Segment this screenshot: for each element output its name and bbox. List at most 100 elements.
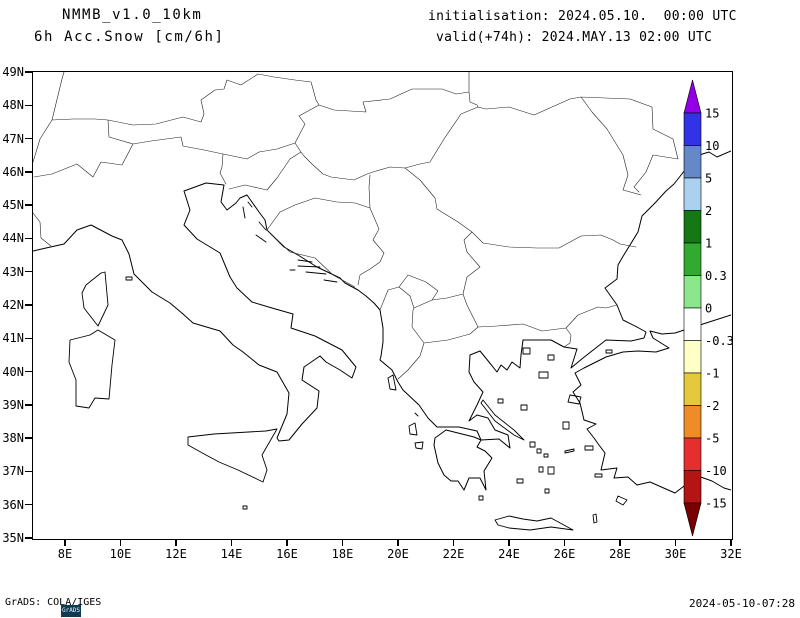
lon-tick-label: 14E [220,547,243,561]
colorbar-segment [683,112,702,146]
lon-tick [397,539,399,546]
lat-tick [25,470,32,473]
colorbar-label: 2 [705,204,712,218]
island-crete [494,515,574,531]
islands-adriatic [242,201,338,283]
lat-tick [25,337,32,340]
lon-tick [508,539,510,546]
lat-tick-label: 47N [2,131,24,146]
lon-tick-label: 16E [276,547,298,561]
lat-tick-label: 46N [2,164,24,179]
lat-tick [25,437,32,439]
colorbar-label: 5 [705,172,712,186]
lon-tick-label: 22E [442,547,465,561]
colorbar-segment [683,210,702,244]
lat-tick-label: 39N [2,397,24,412]
colorbar-segment [683,437,702,471]
lat-tick [25,503,32,506]
colorbar-segment [683,340,702,374]
colorbar-label: 1 [705,237,712,251]
lat-tick-label: 45N [2,198,24,213]
island-sardinia [68,329,116,409]
timestamp-text: 2024-05-10-07:28 [689,597,795,610]
colorbar-segment [683,242,702,276]
island-corsica [81,271,109,327]
lon-tick-label: 20E [387,547,409,561]
country-borders [33,72,679,380]
colorbar-label: -1 [705,367,719,381]
islands-aegean [125,276,628,524]
lon-tick-label: 28E [609,547,631,561]
lat-tick-label: 42N [2,297,24,312]
lon-tick-label: 30E [664,547,687,561]
colorbar-label: 10 [705,139,719,153]
lat-tick [25,537,32,539]
lon-tick-label: 10E [109,547,132,561]
colorbar-segment [683,145,702,179]
lat-tick [25,270,32,273]
lat-tick [25,237,32,240]
lat-tick [25,304,32,306]
islands-ionian [387,374,424,450]
colorbar-arrow-bottom [683,502,702,537]
colorbar-label: -5 [705,432,719,446]
lon-tick-label: 8E [57,547,73,561]
colorbar: 15 10 5 2 1 0.3 0 -0.3 -1 -2 -5 -10 -15 [683,79,734,537]
lat-tick-label: 44N [2,231,24,246]
colorbar-segment [683,470,702,504]
colorbar-segment [683,372,702,406]
lat-tick [25,404,32,406]
lon-tick [230,539,233,546]
grads-logo: GrADS [61,605,81,617]
model-title: NMMB_v1.0_10km [62,7,203,23]
lat-tick-label: 40N [2,364,24,379]
coastline-peloponnese [433,429,493,491]
lon-tick-label: 24E [498,547,520,561]
lat-tick [25,104,32,107]
colorbar-segment [683,307,702,341]
valid-time-label: valid(+74h): 2024.MAY.13 02:00 UTC [436,30,713,45]
lat-tick-label: 35N [2,530,24,545]
lat-tick [25,137,32,140]
lon-tick-label: 26E [553,547,576,561]
colorbar-arrow-top [683,79,702,114]
lon-tick [64,539,66,546]
lat-tick [25,71,32,73]
island-sicily [187,428,278,483]
colorbar-label: -10 [705,464,727,478]
colorbar-label: 15 [705,107,719,121]
lon-tick [341,539,344,546]
colorbar-segment [683,177,702,211]
colorbar-label: 0 [705,302,712,316]
lat-tick-label: 48N [2,98,24,113]
lat-tick [25,370,32,373]
lat-tick-label: 43N [2,264,24,279]
map-canvas [33,72,731,531]
lon-tick [674,539,677,546]
colorbar-label: -0.3 [705,334,734,348]
lat-tick-label: 36N [2,497,24,512]
lon-tick [730,539,732,546]
lat-tick [25,171,32,173]
coastline-anatolia [572,314,731,494]
lat-tick-label: 37N [2,464,24,479]
lon-tick [452,539,455,546]
lat-tick-label: 38N [2,431,24,446]
colorbar-segment [683,405,702,439]
colorbar-segment [683,275,702,309]
field-title: 6h Acc.Snow [cm/6h] [34,29,225,45]
credit-text: GrADS: COLA/IGES [5,597,102,608]
lat-tick-label: 49N [2,65,24,79]
lon-tick-label: 18E [331,547,354,561]
lon-tick [563,539,566,546]
lat-tick-label: 41N [2,331,24,346]
lon-tick [286,539,288,546]
colorbar-label: 0.3 [705,269,727,283]
colorbar-label: -2 [705,399,719,413]
lon-tick [119,539,122,546]
lat-tick [25,204,32,206]
lon-tick [619,539,621,546]
island-euboea [480,399,525,441]
lon-tick-label: 12E [165,547,187,561]
